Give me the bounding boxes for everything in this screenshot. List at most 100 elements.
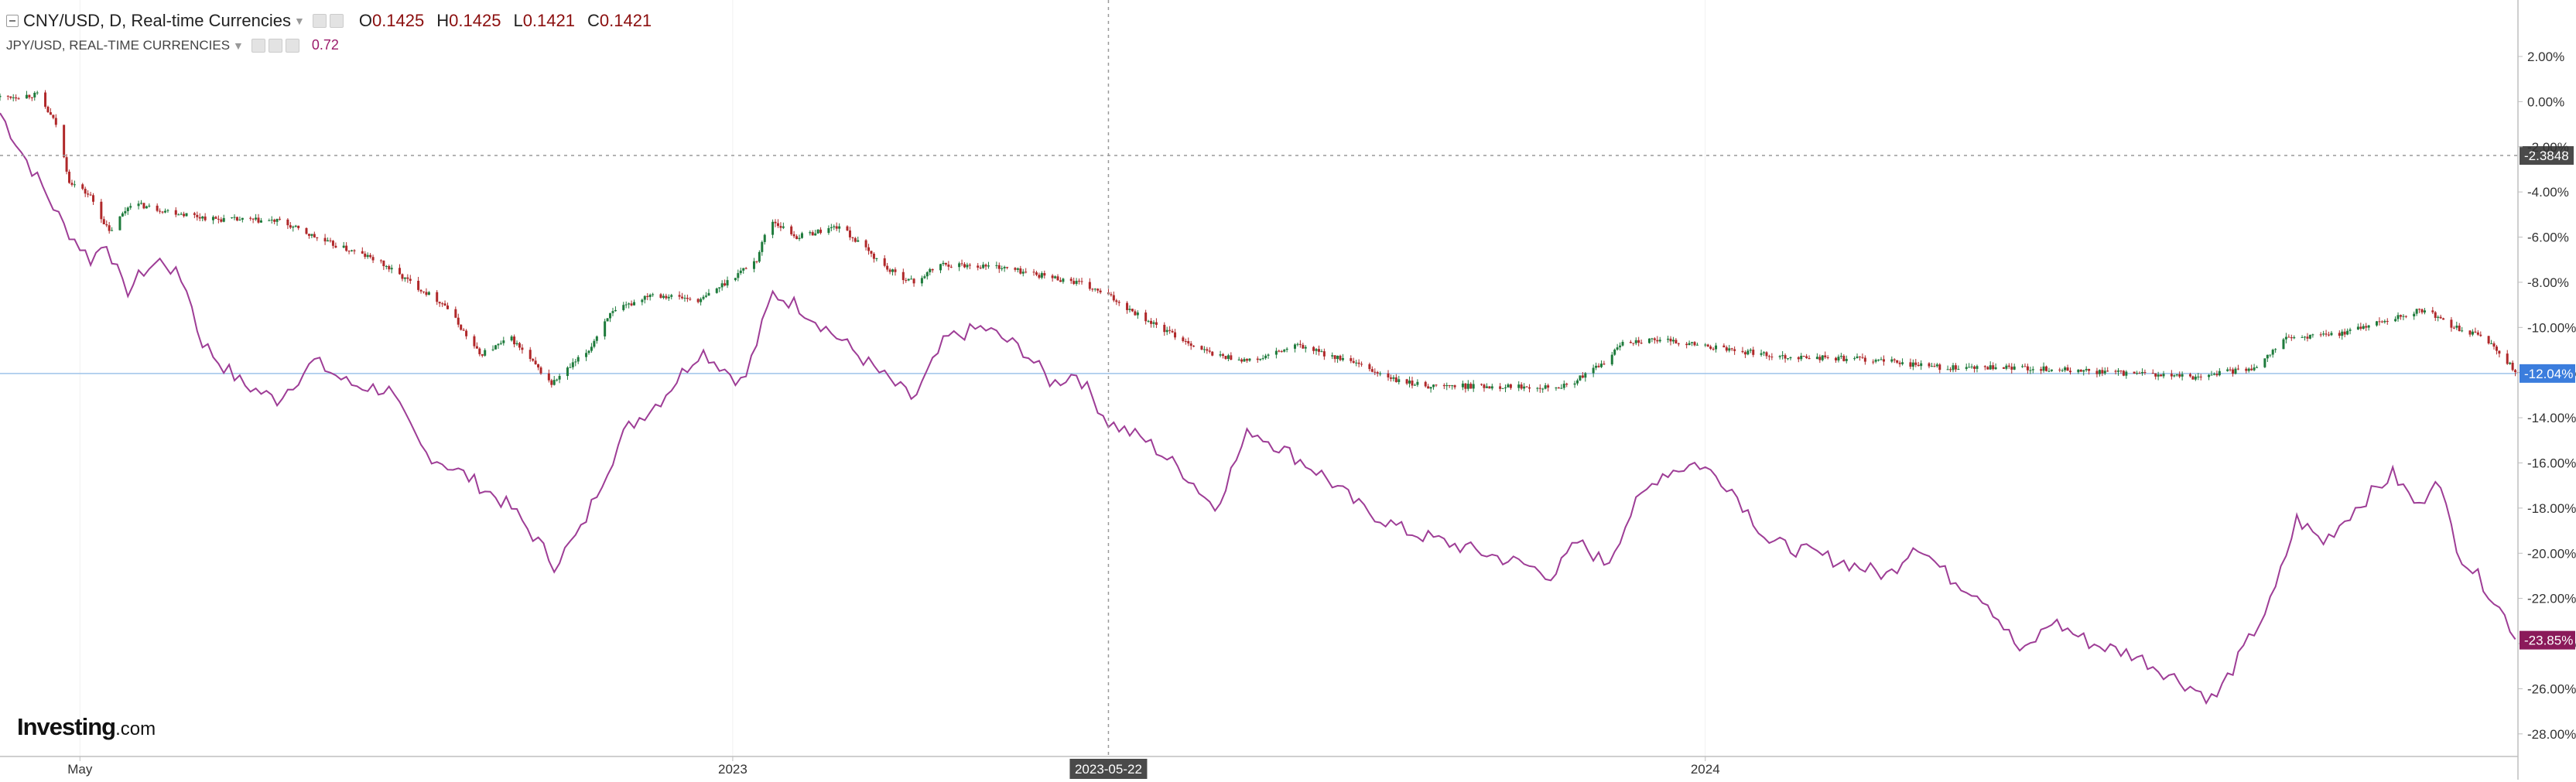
candle	[1581, 371, 1584, 379]
candle	[790, 224, 793, 236]
collapse-icon[interactable]	[6, 15, 19, 27]
candle	[2458, 323, 2461, 332]
candle	[2418, 308, 2421, 313]
candle	[1376, 371, 1379, 377]
hide-icon[interactable]	[268, 38, 282, 53]
candle	[2284, 333, 2287, 343]
candle	[233, 214, 236, 220]
candle	[1538, 384, 1541, 393]
candle	[704, 292, 707, 299]
candle	[1152, 320, 1155, 328]
candle	[529, 347, 532, 362]
candle	[2413, 311, 2416, 320]
candle	[968, 263, 971, 270]
candle	[2290, 334, 2293, 341]
candle	[289, 222, 292, 230]
y-tick-label: -4.00%	[2527, 185, 2569, 200]
candle	[166, 209, 169, 213]
candle	[2306, 333, 2309, 342]
candle	[1834, 357, 1837, 364]
candle	[462, 328, 465, 331]
candle	[316, 237, 319, 241]
candle	[912, 278, 915, 287]
hide-icon[interactable]	[329, 14, 344, 28]
candle	[1749, 348, 1752, 353]
cny-usd-candles	[0, 90, 2520, 393]
candle	[1451, 384, 1454, 390]
candle	[2509, 361, 2512, 365]
candle	[1088, 278, 1091, 291]
close-label: C	[587, 11, 600, 30]
candle	[958, 261, 961, 271]
candle	[1523, 383, 1526, 391]
y-tick-label: -20.00%	[2527, 546, 2576, 561]
logo-name: Investing	[17, 713, 116, 740]
candle	[1709, 344, 1712, 350]
main-symbol-title[interactable]: CNY/USD, D, Real-time Currencies	[23, 11, 291, 30]
candle	[180, 212, 183, 216]
candle	[761, 240, 764, 256]
candle	[1815, 353, 1818, 360]
candle	[1767, 354, 1770, 360]
candle	[1285, 347, 1288, 353]
candle	[259, 217, 262, 223]
candle	[1509, 383, 1512, 391]
chevron-down-icon[interactable]: ▼	[233, 39, 244, 52]
candle	[1555, 387, 1558, 391]
candle	[1336, 355, 1339, 364]
candle	[1715, 343, 1718, 353]
candle	[1621, 340, 1624, 347]
candle	[1970, 364, 1973, 369]
candle	[883, 254, 886, 268]
candle	[159, 208, 162, 214]
candle	[36, 90, 39, 95]
candle	[1333, 355, 1336, 363]
candle	[2511, 360, 2514, 372]
candle	[1293, 343, 1296, 353]
overlay-symbol-header: JPY/USD, REAL-TIME CURRENCIES ▼ 0.72	[6, 37, 339, 53]
candle	[1110, 292, 1113, 297]
candle	[2498, 350, 2501, 358]
candle	[1712, 347, 1715, 351]
candle	[268, 218, 271, 221]
settings-icon[interactable]	[312, 14, 327, 28]
candle	[460, 324, 463, 331]
open-value: 0.1425	[371, 11, 425, 30]
chevron-down-icon[interactable]: ▼	[293, 15, 305, 27]
candle	[1656, 336, 1659, 344]
candle	[1632, 343, 1635, 347]
candle	[1675, 338, 1678, 344]
close-icon[interactable]	[285, 38, 299, 53]
candle	[2301, 335, 2304, 338]
candle	[1274, 347, 1278, 359]
candle	[361, 247, 364, 254]
candle	[1003, 265, 1006, 272]
candle	[2330, 330, 2333, 336]
candle	[347, 250, 351, 254]
candle	[1427, 384, 1430, 389]
candle	[129, 203, 132, 210]
candle	[1573, 381, 1576, 388]
x-axis[interactable]: May 2023 2024	[67, 756, 1720, 777]
candle	[1874, 358, 1877, 364]
y-tick-label: -22.00%	[2527, 592, 2576, 606]
candle	[987, 261, 990, 269]
price-label-text: -23.85%	[2524, 633, 2573, 648]
candle	[1490, 384, 1493, 391]
candle	[734, 278, 737, 282]
settings-icon[interactable]	[251, 38, 265, 53]
candle	[2140, 368, 2143, 376]
candle	[2010, 363, 2013, 374]
candle	[2380, 320, 2383, 323]
candle	[1976, 364, 1979, 373]
candle	[1882, 355, 1885, 366]
candle	[1163, 322, 1166, 336]
y-axis[interactable]: 2.00% 0.00% -2.00% -4.00% -6.00% -8.00% -10.00…	[2518, 50, 2576, 742]
overlay-symbol-title[interactable]: JPY/USD, REAL-TIME CURRENCIES	[6, 37, 231, 53]
candle	[792, 231, 795, 239]
candle	[238, 217, 241, 221]
candle	[1584, 371, 1587, 382]
candle	[1826, 355, 1829, 360]
candle	[977, 263, 980, 271]
